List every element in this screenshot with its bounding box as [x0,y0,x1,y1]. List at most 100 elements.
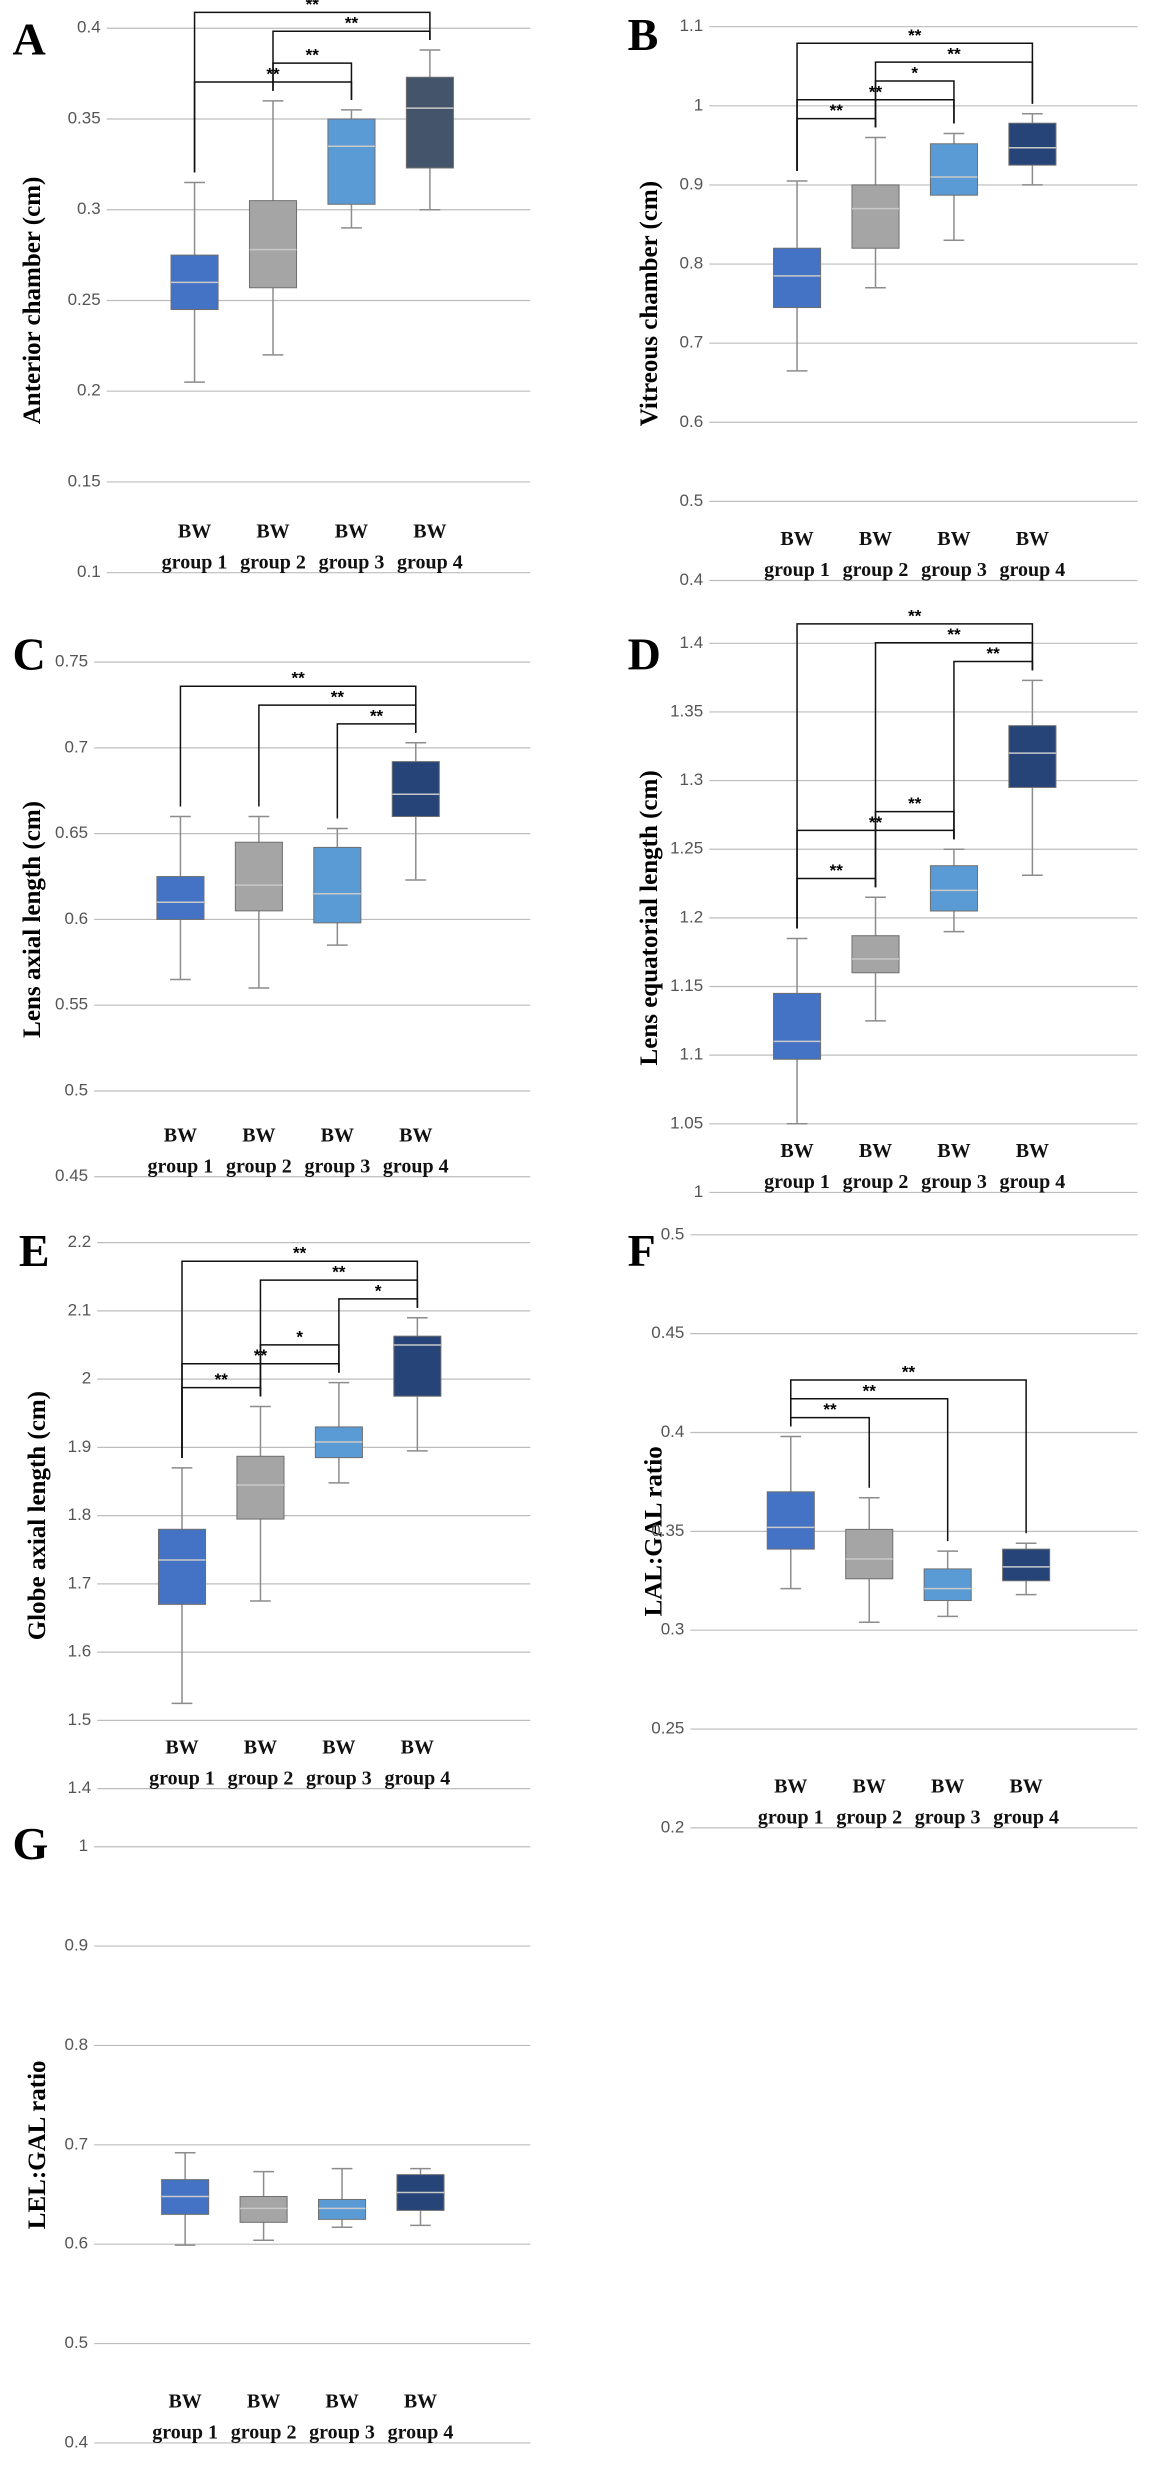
y-tick-label: 1.4 [680,633,704,652]
significance-bracket [796,877,877,929]
significance-label: ** [947,45,961,64]
x-tick-label: BW [780,1140,813,1162]
y-tick-label: 0.5 [64,2333,88,2352]
significance-label: ** [863,1381,877,1400]
panel-letter: F [628,1225,656,1276]
y-tick-label: 0.5 [661,1224,685,1243]
y-tick-label: 0.9 [680,174,704,193]
x-tick-label: group 4 [1000,559,1066,581]
y-tick-label: 1.5 [68,1710,92,1729]
y-tick-label: 0.4 [77,18,101,37]
y-tick-label: 0.5 [64,1080,88,1099]
significance-bracket [193,11,431,173]
y-tick-label: 0.75 [55,652,88,671]
x-tick-label: group 1 [149,1767,215,1789]
significance-label: ** [345,14,359,33]
y-tick-label: 1.15 [670,976,703,995]
x-tick-label: group 1 [758,1806,824,1828]
box [923,1568,972,1602]
y-tick-label: 1 [694,95,703,114]
significance-label: ** [291,669,305,688]
x-tick-label: group 3 [921,559,987,581]
y-tick-label: 0.7 [680,333,704,352]
y-tick-label: 0.1 [77,562,101,581]
y-tick-label: 2 [82,1369,91,1388]
x-tick-label: group 2 [231,2422,297,2444]
y-tick-label: 0.45 [55,1166,88,1185]
x-tick-label: BW [931,1775,964,1797]
x-tick-label: group 4 [397,551,463,573]
x-tick-label: group 4 [383,1155,449,1177]
x-tick-label: BW [404,2391,437,2413]
box [318,2198,367,2220]
x-tick-label: BW [325,2391,358,2413]
x-tick-label: group 4 [388,2422,454,2444]
panel-letter: D [628,629,661,680]
significance-bracket [179,685,417,807]
y-tick-label: 2.2 [68,1232,92,1251]
y-tick-label: 1.35 [670,701,703,720]
x-tick-label: group 1 [152,2422,218,2444]
y-tick-label: 0.8 [680,254,704,273]
x-tick-label: BW [413,520,446,542]
x-tick-label: BW [242,1124,275,1146]
y-tick-label: 1.2 [680,907,704,926]
panel-letter: B [628,9,659,60]
box [773,992,822,1060]
y-tick-label: 0.4 [661,1422,685,1441]
x-tick-label: group 2 [843,559,909,581]
significance-label: ** [908,606,922,625]
y-tick-label: 0.55 [55,995,88,1014]
x-tick-label: BW [853,1775,886,1797]
significance-label: ** [908,26,922,45]
x-tick-label: BW [165,1736,198,1758]
significance-label: ** [830,101,844,120]
box [327,118,376,205]
y-tick-label: 1 [694,1182,703,1201]
box [1008,725,1057,788]
x-tick-label: group 3 [304,1155,370,1177]
box [851,935,900,974]
panel-letter: C [13,629,46,680]
box [845,1528,894,1580]
significance-label: ** [332,1263,346,1282]
y-tick-label: 0.25 [68,290,101,309]
y-axis-label: LEL:GAL ratio [24,2060,51,2229]
box [239,2195,288,2223]
x-tick-label: BW [244,1736,277,1758]
significance-label: ** [293,1244,307,1263]
y-axis-label: Lens equatorial length (cm) [636,770,663,1065]
y-tick-label: 0.25 [651,1719,684,1738]
x-tick-label: group 3 [309,2422,375,2444]
y-tick-label: 1.6 [68,1642,92,1661]
y-tick-label: 1.3 [680,770,704,789]
x-tick-label: group 4 [993,1806,1059,1828]
y-tick-label: 0.6 [64,2234,88,2253]
x-tick-label: BW [401,1736,434,1758]
significance-label: ** [947,625,961,644]
y-tick-label: 0.2 [661,1817,685,1836]
y-tick-label: 1.7 [68,1573,92,1592]
x-tick-label: BW [780,528,813,550]
box [393,1335,442,1397]
y-tick-label: 0.3 [661,1620,685,1639]
significance-bracket [790,1379,1027,1534]
box [851,184,900,249]
y-tick-label: 1.1 [680,1045,704,1064]
significance-bracket [796,623,1034,929]
x-tick-label: BW [322,1736,355,1758]
box [234,841,283,912]
significance-label: * [911,63,918,82]
y-tick-label: 0.9 [64,1936,88,1955]
box [391,761,440,818]
x-tick-label: group 4 [1000,1171,1066,1193]
significance-bracket [796,42,1034,171]
significance-bracket [259,1344,340,1397]
x-tick-label: group 2 [228,1767,294,1789]
significance-bracket [790,1416,870,1488]
x-tick-label: group 2 [226,1155,292,1177]
box [929,865,978,912]
y-tick-label: 0.6 [64,909,88,928]
box [929,143,978,196]
